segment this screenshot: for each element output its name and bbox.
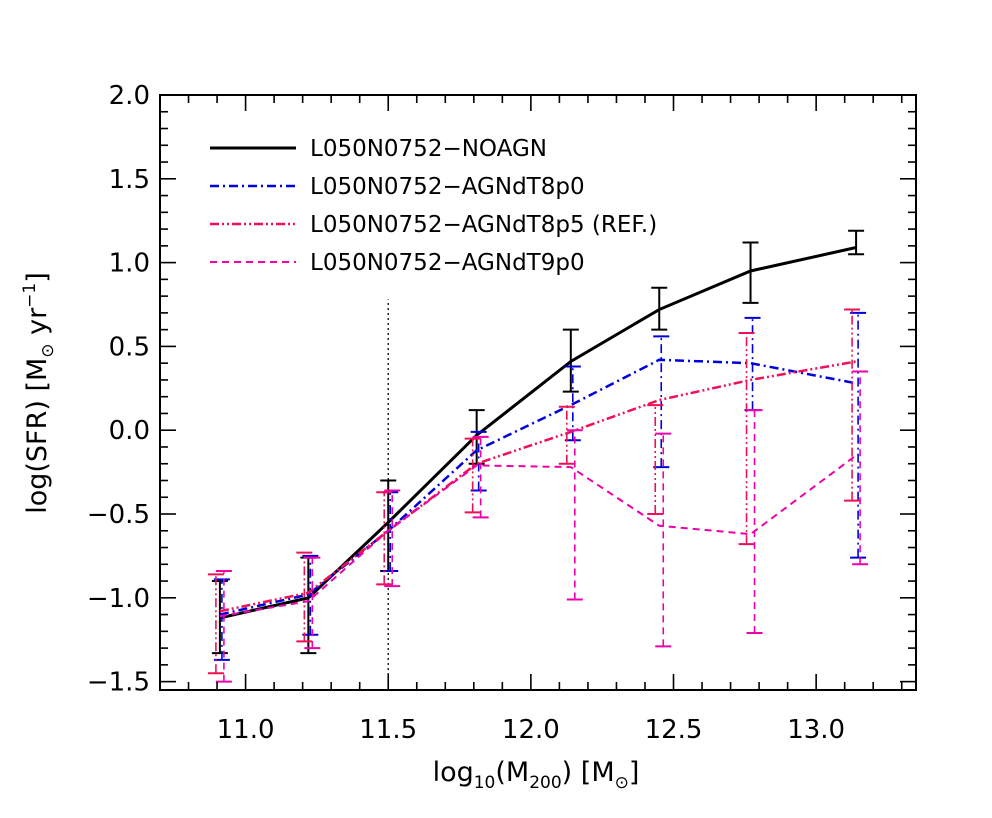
legend: L050N0752−NOAGN L050N0752−AGNdT8p0 L050N07… [210, 136, 657, 276]
x-axis-label: log10(M200) [M⊙] [433, 757, 640, 793]
x-tick-label: 13.0 [787, 715, 845, 745]
axis-ticks: 11.0 11.5 12.0 12.5 13.0 −1.5 −1.0 −0.5 0.0 0.5 1.… [87, 81, 916, 745]
y-tick-label: 2.0 [109, 81, 150, 111]
series-line [219, 358, 857, 616]
series-3 [215, 370, 869, 683]
series-line [219, 246, 857, 620]
y-tick-label: 1.0 [109, 249, 150, 279]
x-tick-label: 11.5 [359, 715, 417, 745]
legend-label: L050N0752−NOAGN [310, 136, 547, 162]
y-tick-label: 0.0 [109, 416, 150, 446]
plot-frame [159, 94, 917, 691]
y-tick-label: 1.5 [109, 165, 150, 195]
series-2 [207, 308, 861, 675]
y-axis-label: log(SFR) [M⊙ yr−1] [20, 272, 58, 514]
x-tick-label: 12.0 [502, 715, 560, 745]
x-tick-label: 11.0 [217, 715, 275, 745]
y-tick-label: −0.5 [87, 500, 150, 530]
legend-label: L050N0752−AGNdT8p0 [310, 174, 585, 200]
x-tick-label: 12.5 [645, 715, 703, 745]
legend-label: L050N0752−AGNdT8p5 (REF.) [310, 212, 657, 238]
axes-frame [159, 94, 917, 691]
series-line [219, 454, 857, 618]
series-line [219, 360, 857, 613]
plot-area [207, 229, 869, 690]
y-tick-label: −1.5 [87, 668, 150, 698]
y-tick-label: 0.5 [109, 332, 150, 362]
legend-label: L050N0752−AGNdT9p0 [310, 250, 585, 276]
y-tick-label: −1.0 [87, 584, 150, 614]
